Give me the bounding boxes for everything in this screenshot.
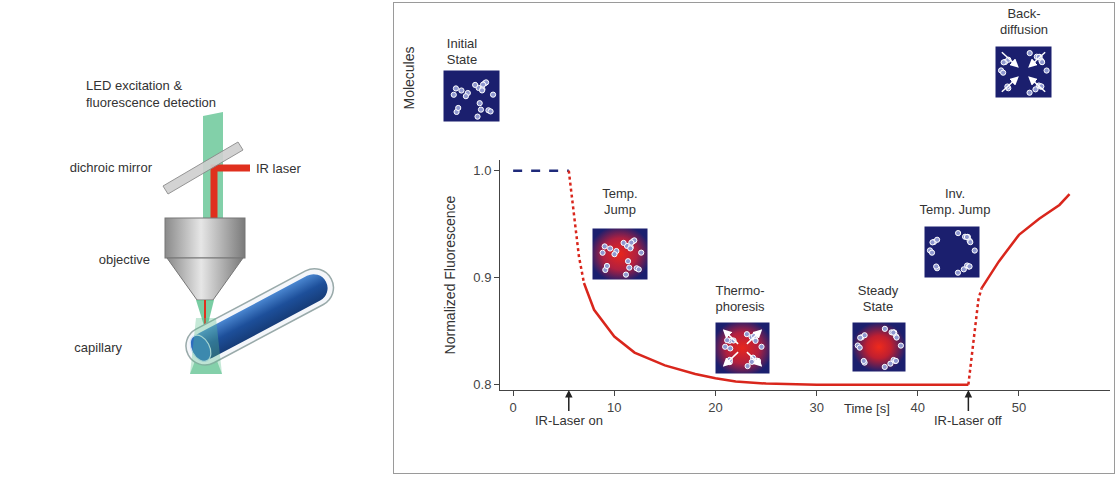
svg-text:State: State — [863, 299, 893, 314]
svg-text:Steady: Steady — [858, 283, 899, 298]
svg-text:capillary: capillary — [74, 340, 122, 355]
svg-text:Time [s]: Time [s] — [844, 401, 890, 416]
svg-text:fluorescence detection: fluorescence detection — [86, 95, 216, 110]
svg-text:Temp.: Temp. — [602, 186, 637, 201]
svg-text:0: 0 — [510, 400, 517, 415]
svg-text:20: 20 — [708, 400, 722, 415]
svg-text:objective: objective — [99, 252, 150, 267]
svg-text:LED excitation &: LED excitation & — [86, 78, 182, 93]
svg-text:dichroic mirror: dichroic mirror — [70, 160, 153, 175]
svg-text:diffusion: diffusion — [1000, 22, 1048, 37]
svg-text:Normalized Fluorescence: Normalized Fluorescence — [442, 195, 458, 354]
svg-text:Thermo-: Thermo- — [715, 283, 764, 298]
svg-text:0.8: 0.8 — [473, 377, 491, 392]
svg-text:0.9: 0.9 — [473, 270, 491, 285]
svg-text:Jump: Jump — [604, 202, 636, 217]
svg-text:State: State — [447, 52, 477, 67]
svg-text:30: 30 — [809, 400, 823, 415]
svg-text:phoresis: phoresis — [715, 299, 765, 314]
svg-text:Molecules: Molecules — [401, 46, 417, 109]
svg-text:40: 40 — [911, 400, 925, 415]
svg-text:IR laser: IR laser — [256, 161, 301, 176]
svg-text:Inv.: Inv. — [945, 186, 965, 201]
svg-text:Temp. Jump: Temp. Jump — [920, 202, 991, 217]
svg-text:IR-Laser on: IR-Laser on — [535, 413, 603, 428]
svg-text:Back-: Back- — [1007, 6, 1040, 21]
svg-text:10: 10 — [607, 400, 621, 415]
svg-text:IR-Laser off: IR-Laser off — [934, 413, 1002, 428]
svg-text:50: 50 — [1012, 400, 1026, 415]
svg-text:1.0: 1.0 — [473, 163, 491, 178]
svg-text:Initial: Initial — [447, 36, 477, 51]
